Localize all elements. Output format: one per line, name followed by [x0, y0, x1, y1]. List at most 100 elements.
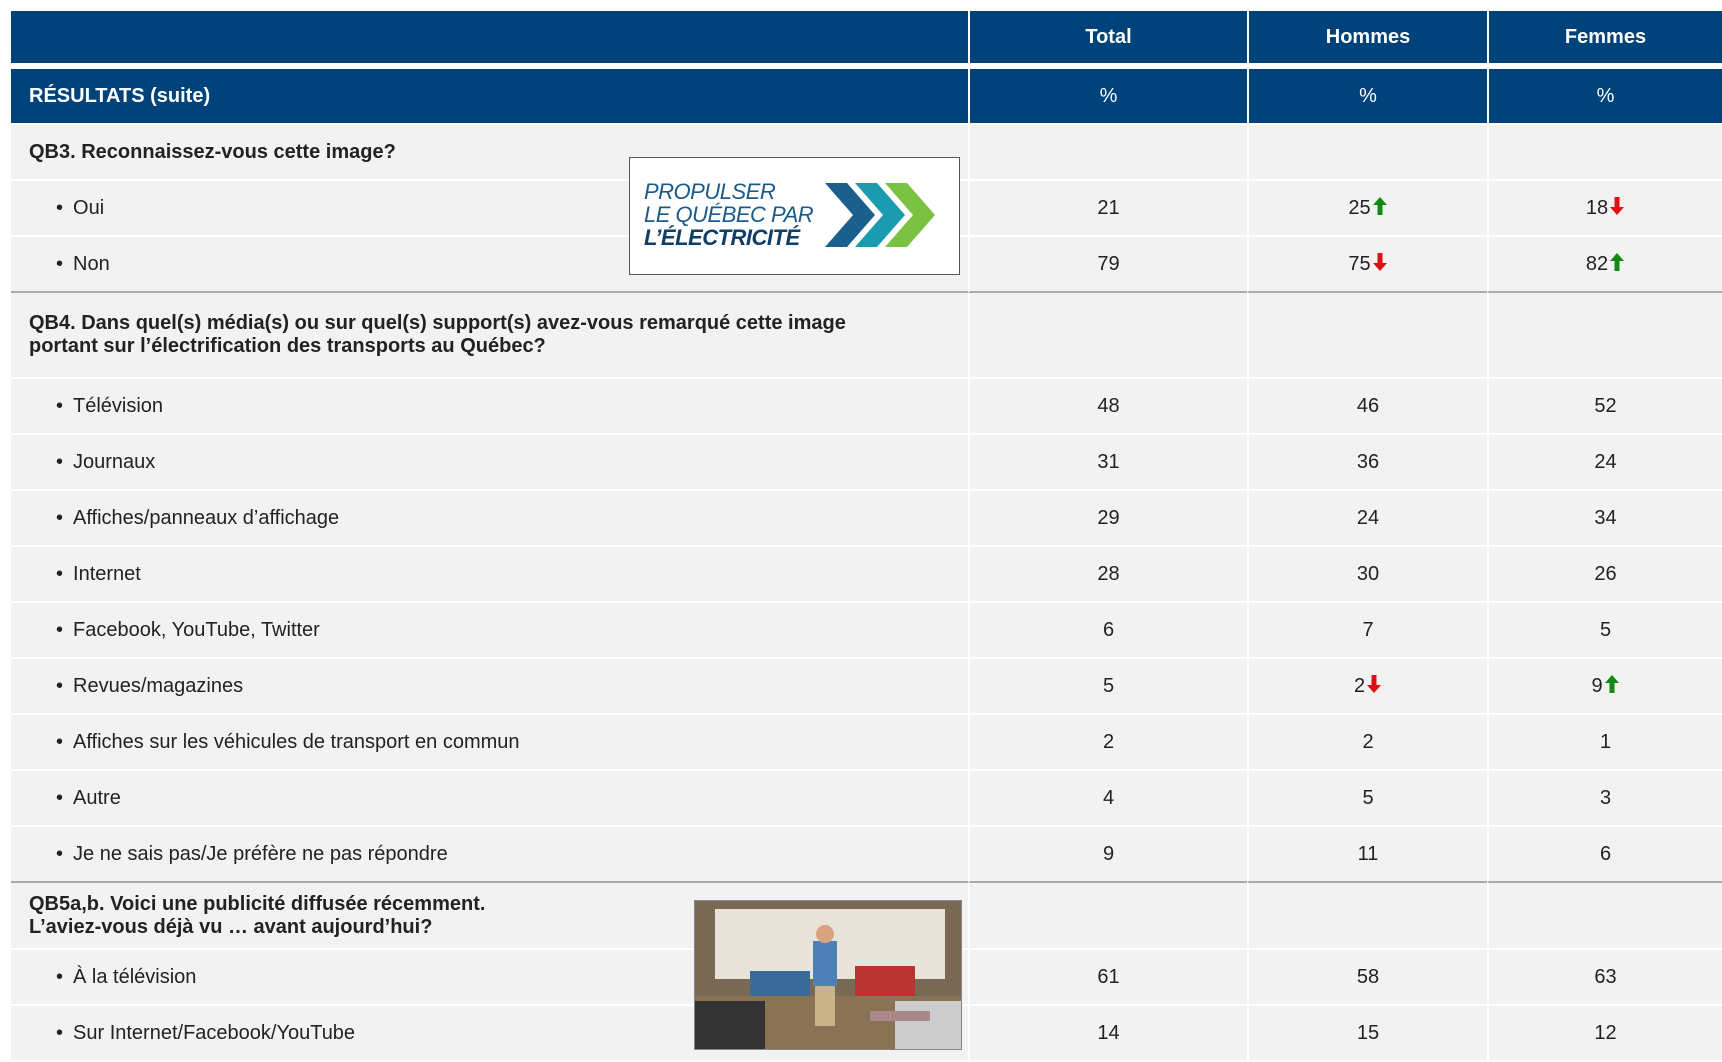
value-cell: 31 — [968, 435, 1247, 491]
value: 31 — [1097, 450, 1120, 473]
value-cell: 63 — [1487, 950, 1722, 1006]
value-cell: 30 — [1247, 547, 1487, 603]
value: 4 — [1102, 786, 1115, 809]
value: 30 — [1356, 562, 1380, 585]
logo-image: PROPULSER LE QUÉBEC PAR L’ÉLECTRICITÉ — [629, 157, 960, 275]
value-cell: 7 — [1247, 603, 1487, 659]
value: 2 — [1362, 730, 1374, 753]
answer-row: Autre 4 5 3 — [11, 771, 1722, 827]
value-cell: 15 — [1247, 1006, 1487, 1062]
arrow-up — [1604, 675, 1619, 693]
value: 1 — [1599, 730, 1612, 753]
value: 12 — [1594, 1021, 1617, 1044]
value-cell: 2 — [1247, 715, 1487, 771]
logo-chevrons — [825, 183, 935, 247]
value: 18 — [1585, 197, 1609, 219]
answer-label: Autre — [11, 771, 968, 827]
value: 82 — [1585, 253, 1609, 275]
answer-row: Je ne sais pas/Je préfère ne pas répondr… — [11, 827, 1722, 883]
empty-cell — [1487, 883, 1722, 950]
value-cell: 26 — [1487, 547, 1722, 603]
question-row: QB3. Reconnaissez-vous cette image? — [11, 125, 1722, 181]
video-thumbnail — [694, 900, 962, 1050]
value-cell: 2 — [1247, 659, 1487, 715]
empty-cell — [1487, 125, 1722, 181]
empty-cell — [1487, 293, 1722, 379]
empty-cell — [1247, 883, 1487, 950]
value: 24 — [1594, 450, 1617, 473]
value: 36 — [1356, 450, 1380, 473]
value-cell: 11 — [1247, 827, 1487, 883]
value-cell: 1 — [1487, 715, 1722, 771]
value-cell: 4 — [968, 771, 1247, 827]
answer-row: Internet 28 30 26 — [11, 547, 1722, 603]
logo-text: L’ÉLECTRICITÉ — [644, 225, 800, 250]
value-cell: 46 — [1247, 379, 1487, 435]
table: Total Hommes Femmes RÉSULTATS (suite)%%% QB3… — [11, 11, 1722, 1062]
header-cell — [11, 11, 968, 69]
value: 34 — [1594, 506, 1617, 529]
value: 15 — [1356, 1021, 1380, 1044]
value: 2 — [1102, 730, 1115, 753]
value: 58 — [1356, 965, 1380, 988]
value-cell: 14 — [968, 1006, 1247, 1062]
value-cell: 25 — [1247, 181, 1487, 237]
answer-label: Internet — [11, 547, 968, 603]
empty-cell — [968, 125, 1247, 181]
value-cell: 5 — [1247, 771, 1487, 827]
arrow-down — [1372, 253, 1387, 271]
column-header: Femmes — [1487, 11, 1722, 69]
value: 7 — [1362, 618, 1374, 641]
value: 61 — [1097, 965, 1120, 988]
value-cell: 5 — [1487, 603, 1722, 659]
value-cell: 36 — [1247, 435, 1487, 491]
value-cell: 34 — [1487, 491, 1722, 547]
empty-cell — [1247, 293, 1487, 379]
value: 26 — [1594, 562, 1617, 585]
value-cell: 24 — [1247, 491, 1487, 547]
value: 24 — [1356, 506, 1380, 529]
value: 29 — [1097, 506, 1120, 529]
value: 5 — [1599, 618, 1612, 641]
answer-row: Télévision 48 46 52 — [11, 379, 1722, 435]
value: 3 — [1599, 786, 1612, 809]
value-cell: 48 — [968, 379, 1247, 435]
value: 63 — [1594, 965, 1617, 988]
value: 79 — [1097, 252, 1120, 275]
unit-header: % — [1487, 69, 1722, 125]
value: 52 — [1594, 394, 1617, 417]
answer-row: Journaux 31 36 24 — [11, 435, 1722, 491]
value-cell: 24 — [1487, 435, 1722, 491]
value-cell: 29 — [968, 491, 1247, 547]
value: 14 — [1097, 1021, 1120, 1044]
value-cell: 52 — [1487, 379, 1722, 435]
value: 21 — [1097, 196, 1120, 219]
answer-row: Facebook, YouTube, Twitter 6 7 5 — [11, 603, 1722, 659]
value: 25 — [1348, 197, 1371, 219]
value: 9 — [1102, 842, 1115, 865]
answer-label: Je ne sais pas/Je préfère ne pas répondr… — [11, 827, 968, 883]
section-title: RÉSULTATS (suite) — [11, 69, 968, 125]
classroom-illustration — [695, 901, 961, 1049]
value-cell: 18 — [1487, 181, 1722, 237]
results-table: Total Hommes Femmes RÉSULTATS (suite)%%% QB3… — [11, 11, 1722, 1062]
value-cell: 28 — [968, 547, 1247, 603]
unit-header: % — [1247, 69, 1487, 125]
value-cell: 6 — [968, 603, 1247, 659]
answer-label: Télévision — [11, 379, 968, 435]
question: QB4. Dans quel(s) média(s) ou sur quel(s… — [11, 293, 968, 379]
value-cell: 58 — [1247, 950, 1487, 1006]
logo-text: LE QUÉBEC PAR — [644, 202, 814, 227]
arrow-down — [1610, 197, 1625, 215]
value-cell: 79 — [968, 237, 1247, 293]
value-cell: 21 — [968, 181, 1247, 237]
value: 2 — [1353, 675, 1366, 697]
arrow-up — [1610, 253, 1625, 271]
value-cell: 3 — [1487, 771, 1722, 827]
column-header: Total — [968, 11, 1247, 69]
answer-label: Facebook, YouTube, Twitter — [11, 603, 968, 659]
value: 11 — [1357, 842, 1379, 865]
answer-row: Affiches sur les véhicules de transport … — [11, 715, 1722, 771]
answer-label: Journaux — [11, 435, 968, 491]
